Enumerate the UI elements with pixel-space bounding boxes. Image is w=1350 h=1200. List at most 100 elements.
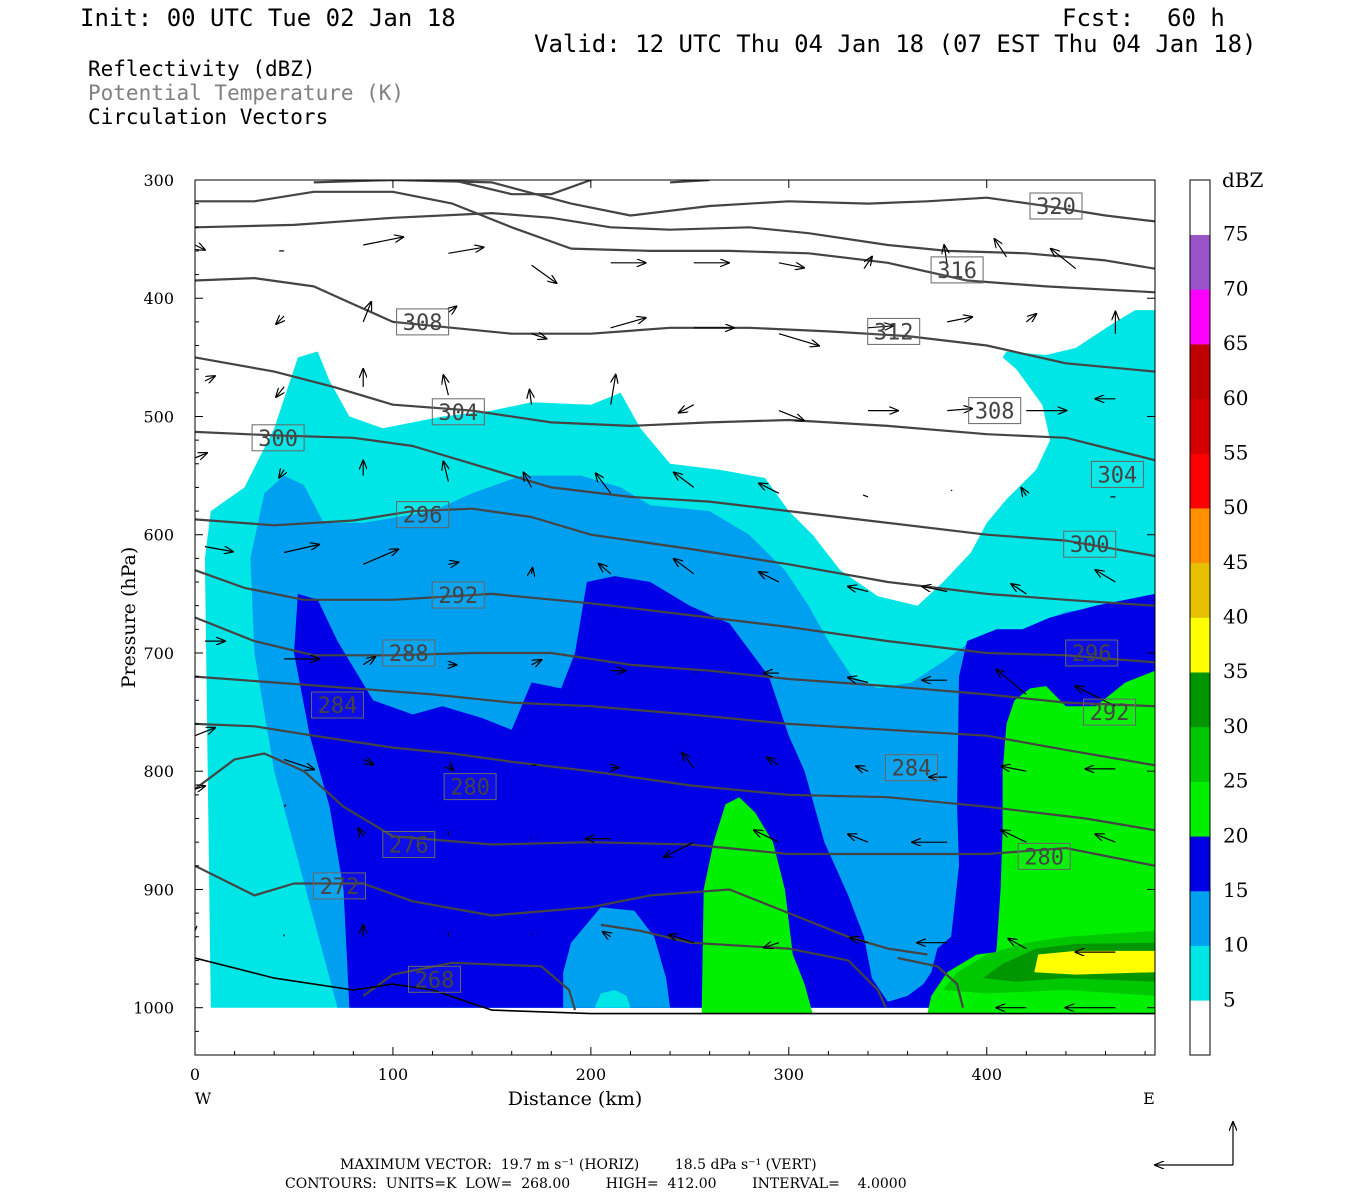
svg-text:280: 280 xyxy=(450,776,490,801)
contour-label-272: 272 xyxy=(313,872,366,900)
circulation-vector xyxy=(283,758,314,769)
y-tick-label: 600 xyxy=(143,526,174,545)
circulation-vector xyxy=(599,564,612,575)
circulation-vector xyxy=(362,302,371,323)
colorbar-swatch xyxy=(1190,672,1210,728)
circulation-vector xyxy=(767,757,780,766)
contour-label-320: 320 xyxy=(1029,192,1083,220)
theta-contour-320 xyxy=(313,180,1155,223)
colorbar-swatch xyxy=(1190,617,1210,673)
circulation-vector xyxy=(448,562,458,564)
circulation-vector xyxy=(443,462,448,482)
circulation-vector xyxy=(764,943,780,948)
contour-label-304: 304 xyxy=(431,398,485,426)
colorbar-level-label: 70 xyxy=(1223,276,1248,300)
colorbar-swatch xyxy=(1190,234,1210,290)
circulation-vector xyxy=(867,326,893,328)
colorbar-level-label: 65 xyxy=(1223,331,1248,355)
svg-text:272: 272 xyxy=(320,875,360,900)
colorbar-level-label: 10 xyxy=(1223,933,1248,957)
circulation-vector xyxy=(674,472,695,488)
theta-contour-284 xyxy=(195,675,1155,767)
legend-reflectivity: Reflectivity (dBZ) xyxy=(88,57,316,81)
circulation-vector xyxy=(669,935,694,944)
circulation-vector xyxy=(848,834,869,843)
circulation-vector xyxy=(603,932,611,937)
contour-label-276: 276 xyxy=(382,831,436,859)
contour-label-300: 300 xyxy=(251,424,305,452)
circulation-vector xyxy=(532,568,533,574)
theta-contour-268 xyxy=(897,956,965,1008)
svg-text:288: 288 xyxy=(389,642,429,667)
circulation-vector xyxy=(531,334,547,339)
max-vector-note: MAXIMUM VECTOR: 19.7 m s⁻¹ (HORIZ) 18.5 … xyxy=(340,1157,817,1173)
reflectivity-region-5dbz xyxy=(594,990,631,1008)
circulation-vector xyxy=(1008,939,1027,950)
reflectivity-region-15dbz xyxy=(294,576,1155,1008)
svg-text:312: 312 xyxy=(874,320,914,345)
theta-contour-268 xyxy=(362,961,577,1011)
colorbar-level-label: 75 xyxy=(1223,222,1248,246)
colorbar-level-label: 45 xyxy=(1223,550,1248,574)
reflectivity-region-20dbz xyxy=(701,797,813,1014)
circulation-vector xyxy=(531,264,557,283)
theta-contour-304 xyxy=(195,356,1155,462)
vector-layer xyxy=(195,237,1115,1008)
surface-line xyxy=(195,957,1155,1015)
theta-contour-280 xyxy=(195,722,1155,832)
circulation-vector xyxy=(358,828,363,836)
axes-layer: 300 400 500 600 700 800 900 1000 0 100 200 300 400 W E… xyxy=(118,171,1155,1110)
circulation-vector xyxy=(759,483,780,494)
colorbar-swatch xyxy=(1190,398,1210,454)
theta-contour-268 xyxy=(600,923,887,1009)
svg-text:304: 304 xyxy=(438,401,478,426)
colorbar-swatch xyxy=(1190,1000,1210,1056)
svg-text:284: 284 xyxy=(318,694,358,719)
y-tick-label: 500 xyxy=(143,407,174,426)
circulation-vector xyxy=(850,938,869,943)
circulation-vector xyxy=(362,759,373,764)
colorbar-frame xyxy=(1189,179,1211,1056)
colorbar-swatch xyxy=(1190,781,1210,837)
x-tick-label: 400 xyxy=(971,1065,1002,1084)
colorbar-unit: dBZ xyxy=(1222,168,1264,192)
circulation-vector xyxy=(530,837,532,840)
colorbar-swatch xyxy=(1190,945,1210,1001)
contour-label-292: 292 xyxy=(431,581,485,609)
circulation-vector xyxy=(531,660,542,665)
forecast-hour: 60 h xyxy=(1167,4,1225,32)
legend-theta: Potential Temperature (K) xyxy=(88,81,405,105)
reflectivity-fill-layer xyxy=(204,310,1155,1014)
circulation-vector xyxy=(204,546,233,552)
west-label: W xyxy=(195,1089,212,1108)
theta-contour-308 xyxy=(195,277,1155,373)
circulation-vector xyxy=(674,559,695,575)
svg-text:296: 296 xyxy=(403,504,443,529)
theta-contour-300 xyxy=(195,430,1155,558)
circulation-vector xyxy=(995,239,1007,258)
circulation-vector xyxy=(283,804,287,808)
contour-label-268: 268 xyxy=(408,965,461,993)
svg-text:292: 292 xyxy=(1090,701,1130,726)
circulation-vector xyxy=(195,786,205,789)
circulation-vector xyxy=(610,375,616,405)
circulation-vector xyxy=(759,572,780,583)
svg-text:268: 268 xyxy=(415,968,455,993)
circulation-vector xyxy=(1095,570,1116,583)
circulation-vector xyxy=(1001,766,1027,771)
valid-time: Valid: 12 UTC Thu 04 Jan 18 (07 EST Thu … xyxy=(534,30,1257,58)
circulation-vector xyxy=(1075,686,1116,707)
circulation-vector xyxy=(664,841,695,857)
circulation-vector xyxy=(947,317,972,322)
reference-vector-icon xyxy=(1155,1122,1233,1165)
colorbar-level-label: 40 xyxy=(1223,605,1248,629)
circulation-vector xyxy=(848,678,869,683)
y-tick-label: 800 xyxy=(143,762,174,781)
y-tick-label: 700 xyxy=(143,644,174,663)
colorbar-swatch xyxy=(1190,726,1210,782)
circulation-vector xyxy=(778,410,804,421)
svg-text:276: 276 xyxy=(389,834,429,859)
contour-label-292: 292 xyxy=(1083,698,1136,726)
circulation-vector xyxy=(922,587,948,592)
